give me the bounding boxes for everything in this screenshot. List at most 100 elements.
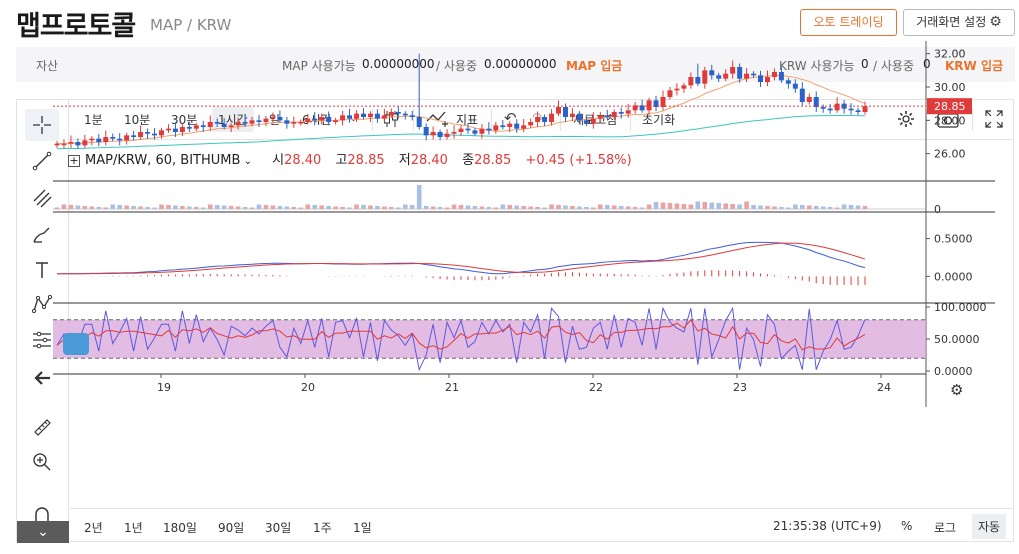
candle-body — [263, 118, 269, 122]
volume-bar — [166, 205, 171, 209]
interval-30m[interactable]: 30분 — [171, 113, 198, 127]
percent-toggle[interactable]: % — [901, 519, 913, 533]
chart-range-bar: 2년 1년 180일 90일 30일 1주 1일 21:35:38 (UTC+9… — [70, 508, 1013, 541]
symbol-label[interactable]: MAP/KRW, 60, BITHUMB — [85, 153, 241, 168]
candle-body — [354, 113, 360, 119]
pattern-icon[interactable] — [25, 288, 59, 320]
range-180d[interactable]: 180일 — [163, 521, 197, 535]
range-90d[interactable]: 90일 — [218, 521, 245, 535]
candle-body — [89, 138, 95, 141]
volume-bar — [772, 206, 777, 209]
volume-bar — [347, 207, 352, 209]
measure-lines-icon[interactable] — [25, 324, 59, 356]
volume-bar — [667, 203, 673, 209]
expand-icon[interactable]: + — [68, 154, 80, 167]
volume-bar — [723, 203, 728, 209]
rsi-tick-label: 50.0000 — [934, 333, 980, 346]
candle-body — [68, 142, 74, 144]
crosshair-icon[interactable] — [25, 109, 59, 141]
volume-bar — [298, 207, 304, 209]
candle-body — [472, 130, 478, 134]
candle-body — [521, 125, 527, 129]
candle-body — [131, 135, 137, 137]
volume-bar — [653, 202, 659, 209]
range-1d[interactable]: 1일 — [353, 521, 372, 535]
candle-body — [730, 67, 736, 74]
fullscreen-icon[interactable] — [985, 110, 1003, 131]
interval-dropdown-chevron-icon[interactable]: ⌄ — [349, 111, 359, 124]
candle-body — [764, 77, 770, 82]
candle-body — [744, 73, 750, 79]
candle-body — [54, 143, 60, 146]
candle-body — [569, 113, 575, 117]
asset-bar: 자산 MAP 사용가능 0.00000000 / 사용중 0.00000000 … — [16, 47, 1015, 82]
candle-body — [367, 113, 373, 117]
volume-bar — [709, 202, 715, 209]
volume-bar — [486, 207, 492, 209]
interval-day[interactable]: 일 — [269, 113, 281, 127]
volume-bar — [319, 205, 324, 209]
brush-icon[interactable] — [25, 219, 59, 251]
price-chart[interactable]: 32.00 30.00 28.00 26.00 28.85 0 0.5000 0.0000 10… — [53, 41, 995, 407]
krw-deposit-link[interactable]: KRW 입금 — [945, 59, 1004, 73]
candle-body — [388, 112, 394, 116]
candle-body — [695, 77, 701, 84]
range-1y[interactable]: 1년 — [124, 521, 143, 535]
chart-settings-icon[interactable] — [896, 109, 916, 132]
high-value: 28.85 — [347, 153, 385, 168]
candle-body — [284, 120, 290, 124]
candle-body — [611, 112, 617, 117]
time-tick-label: 22 — [589, 381, 603, 394]
candle-body — [681, 85, 687, 89]
volume-bar — [200, 207, 206, 209]
volume-bar — [312, 205, 318, 209]
chevron-down-icon[interactable]: ⌄ — [17, 521, 69, 543]
range-30d[interactable]: 30일 — [265, 521, 292, 535]
volume-bar — [354, 204, 359, 209]
volume-bar — [277, 206, 283, 209]
volume-bar — [758, 205, 763, 209]
krw-used-value: 0 — [923, 57, 931, 71]
candle-body — [437, 132, 443, 137]
undo-icon[interactable]: ↶ — [504, 109, 517, 127]
magnet-icon[interactable] — [25, 499, 59, 531]
candle-body — [507, 123, 513, 127]
screen-settings-button[interactable]: 거래화면 설정 ⚙ — [903, 9, 1015, 36]
volume-bar — [173, 205, 178, 209]
volume-bar — [834, 207, 840, 209]
fib-tool-icon[interactable] — [25, 182, 59, 214]
range-1w[interactable]: 1주 — [313, 521, 332, 535]
candle-body — [667, 90, 673, 97]
zoom-in-icon[interactable] — [25, 446, 59, 478]
axis-settings-icon[interactable]: ⚙ — [950, 381, 963, 399]
volume-bar — [263, 205, 269, 209]
volume-bar — [493, 207, 499, 209]
volume-bar — [235, 206, 241, 209]
range-2y[interactable]: 2년 — [84, 521, 103, 535]
indicator-label[interactable]: 지표 — [456, 113, 479, 127]
rsi-tick-label: 0.0000 — [934, 365, 973, 378]
volume-bar — [820, 206, 826, 209]
volume-bar — [159, 204, 164, 209]
candle-body — [723, 73, 729, 79]
interval-10m[interactable]: 10분 — [124, 113, 151, 127]
volume-bar — [333, 206, 338, 209]
interval-1m[interactable]: 1분 — [84, 113, 103, 127]
candle-body — [402, 113, 408, 116]
ohlc-legend: + MAP/KRW, 60, BITHUMB ⌄ 시28.40 고28.85 저2… — [68, 153, 632, 168]
candle-body — [709, 70, 715, 76]
ruler-icon[interactable] — [25, 411, 59, 443]
map-deposit-link[interactable]: MAP 입금 — [566, 59, 623, 73]
volume-bar — [305, 204, 311, 209]
candle-body — [75, 142, 81, 146]
log-toggle[interactable]: 로그 — [934, 521, 957, 535]
auto-trading-button[interactable]: 오토 트레이딩 — [800, 9, 897, 36]
trend-line-icon[interactable] — [25, 145, 59, 177]
rsi-line — [56, 306, 866, 372]
auto-scale-toggle[interactable]: 자동 — [972, 514, 1007, 539]
candle-body — [326, 117, 332, 122]
reset-button[interactable]: 초기화 — [642, 113, 676, 127]
text-tool-icon[interactable] — [25, 254, 59, 286]
krw-available-value: 0 — [861, 57, 869, 71]
arrow-left-icon[interactable] — [25, 362, 59, 394]
